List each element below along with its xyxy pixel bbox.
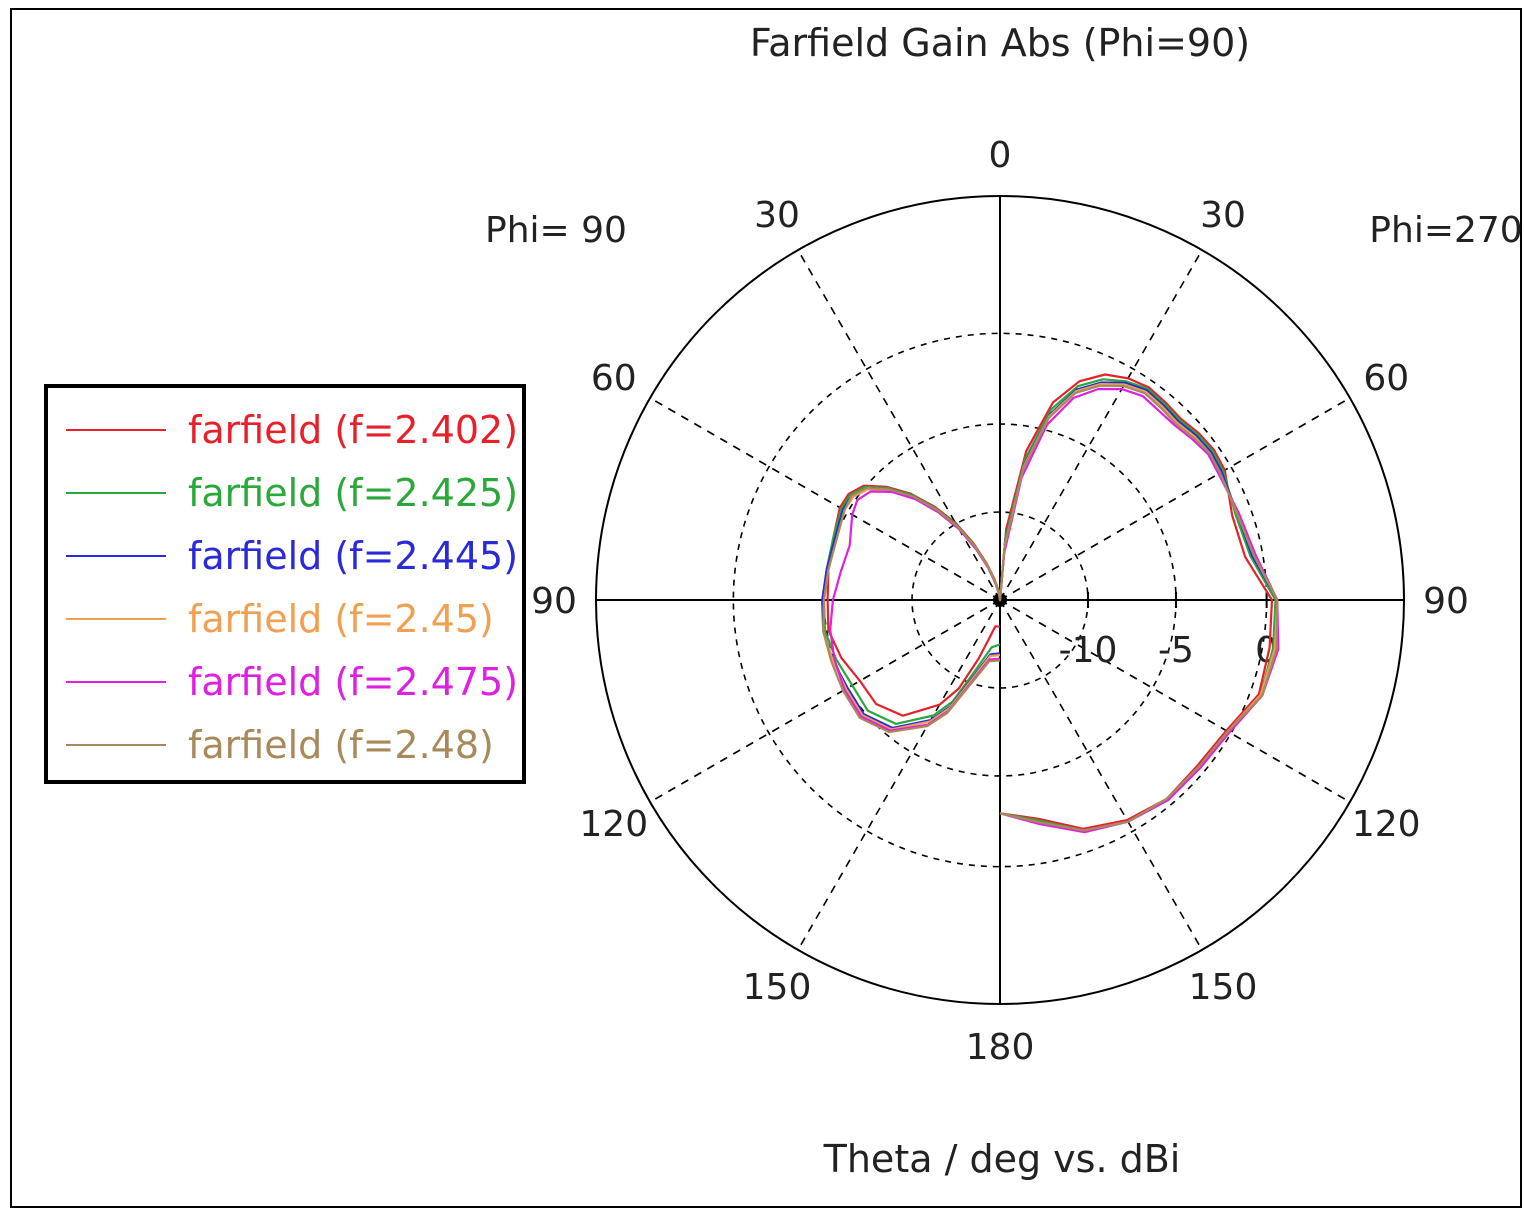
legend-item: farfield (f=2.445) (66, 526, 518, 586)
legend-swatch (66, 744, 166, 746)
angle-label-m30: 30 (754, 195, 800, 236)
grid-spoke (999, 249, 1203, 601)
phi-left-label: Phi= 90 (485, 210, 627, 251)
radial-tick-label: -5 (1158, 630, 1194, 671)
angle-label-120: 120 (1352, 804, 1421, 845)
angle-label-m120: 120 (579, 804, 648, 845)
angle-label-m150: 150 (743, 967, 812, 1008)
legend-swatch (66, 681, 166, 683)
legend-item: farfield (f=2.402) (66, 400, 518, 460)
series-line-2 (821, 381, 1279, 832)
phi-right-label: Phi=270 (1369, 210, 1522, 251)
angle-label-60: 60 (1363, 358, 1409, 399)
angle-label-m60: 60 (591, 358, 637, 399)
grid-spoke (649, 599, 1001, 803)
legend-label: farfield (f=2.475) (188, 660, 519, 704)
grid-spoke (797, 599, 1001, 951)
legend-swatch (66, 492, 166, 494)
legend-label: farfield (f=2.445) (188, 534, 519, 578)
radial-tick-label: -10 (1059, 630, 1118, 671)
series-line-3 (822, 383, 1279, 832)
polar-grid (595, 195, 1405, 1005)
grid-spoke (649, 397, 1001, 601)
legend-item: farfield (f=2.475) (66, 652, 518, 712)
grid-spoke (999, 397, 1351, 601)
angle-label-30: 30 (1200, 195, 1246, 236)
x-axis-label: Theta / deg vs. dBi (823, 1137, 1181, 1181)
legend-item: farfield (f=2.48) (66, 715, 494, 775)
series-line-5 (822, 384, 1279, 832)
grid-spoke (999, 599, 1351, 803)
legend-swatch (66, 555, 166, 557)
series-group (821, 373, 1280, 834)
legend-swatch (66, 429, 166, 431)
angle-label-0: 0 (989, 135, 1012, 176)
legend-label: farfield (f=2.48) (188, 723, 494, 767)
angle-label-m90: 90 (531, 581, 577, 622)
angle-label-150: 150 (1189, 967, 1258, 1008)
grid-spoke (797, 249, 1001, 601)
legend-label: farfield (f=2.425) (188, 471, 519, 515)
grid-spoke (999, 599, 1203, 951)
legend-swatch (66, 618, 166, 620)
angle-label-90: 90 (1423, 581, 1469, 622)
angle-label-180: 180 (966, 1027, 1035, 1068)
legend-item: farfield (f=2.45) (66, 589, 494, 649)
legend-label: farfield (f=2.402) (188, 408, 519, 452)
legend: farfield (f=2.402) farfield (f=2.425) farf… (44, 384, 526, 784)
chart-title: Farfield Gain Abs (Phi=90) (750, 21, 1250, 65)
legend-label: farfield (f=2.45) (188, 597, 494, 641)
legend-item: farfield (f=2.425) (66, 463, 518, 523)
radial-tick-labels: -10 -5 0 (1059, 630, 1279, 671)
angle-labels: 0 30 60 90 120 150 180 30 60 90 120 150 (531, 135, 1469, 1068)
